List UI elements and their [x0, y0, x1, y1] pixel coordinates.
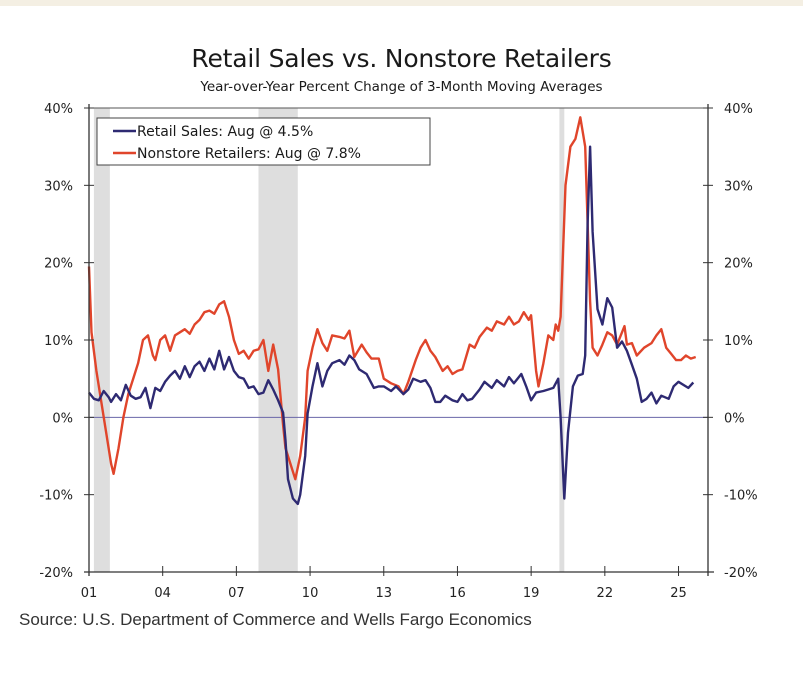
axes: -20% -20% -10% -10% 0% 0% 10% 10% 20% 20% 30% 30% 40… — [39, 102, 757, 601]
series-line-nonstore-retailers — [87, 116, 697, 481]
chart-subtitle: Year-over-Year Percent Change of 3-Month… — [200, 79, 603, 95]
right-y-tick-label: -10% — [724, 489, 758, 504]
left-y-tick-label: 0% — [52, 411, 73, 426]
legend-label-nonstore: Nonstore Retailers: Aug @ 7.8% — [137, 146, 361, 162]
chart-title: Retail Sales vs. Nonstore Retailers — [191, 44, 612, 73]
x-tick-label: 01 — [81, 586, 98, 601]
top-band — [0, 0, 803, 6]
series-line-retail-sales — [88, 145, 695, 506]
x-tick-label: 10 — [302, 586, 319, 601]
x-tick-label: 13 — [375, 586, 392, 601]
right-y-tick-label: 30% — [724, 179, 753, 194]
left-y-tick-label: -20% — [39, 566, 73, 581]
left-y-tick-label: 30% — [44, 179, 73, 194]
recession-bar-2 — [559, 108, 565, 572]
left-y-tick-label: 10% — [44, 334, 73, 349]
series-lines — [87, 116, 697, 506]
legend-label-retail: Retail Sales: Aug @ 4.5% — [137, 124, 313, 140]
x-tick-label: 19 — [523, 586, 540, 601]
recession-bars — [93, 108, 565, 572]
right-y-tick-label: 10% — [724, 334, 753, 349]
source-note: Source: U.S. Department of Commerce and … — [19, 610, 532, 629]
x-tick-label: 25 — [670, 586, 687, 601]
left-y-tick-label: -10% — [39, 489, 73, 504]
x-tick-label: 04 — [154, 586, 171, 601]
x-tick-label: 16 — [449, 586, 466, 601]
right-y-tick-label: -20% — [724, 566, 758, 581]
x-tick-label: 07 — [228, 586, 245, 601]
right-y-tick-label: 40% — [724, 102, 753, 117]
recession-bar-0 — [93, 108, 110, 572]
right-y-tick-label: 20% — [724, 257, 753, 272]
legend-box — [96, 117, 431, 166]
left-y-tick-label: 20% — [44, 257, 73, 272]
right-y-tick-label: 0% — [724, 411, 745, 426]
x-tick-label: 22 — [597, 586, 614, 601]
legend: Retail Sales: Aug @ 4.5% Nonstore Retail… — [96, 117, 431, 166]
left-y-tick-label: 40% — [44, 102, 73, 117]
